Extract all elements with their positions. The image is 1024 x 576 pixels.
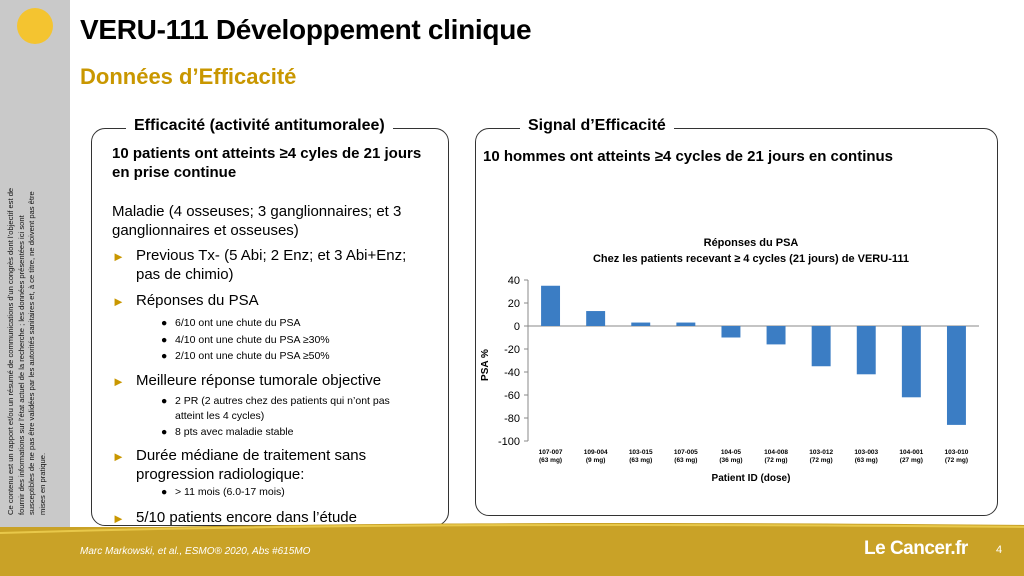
x-tick-label: 107-005 [674,449,698,456]
dot-bullet-icon: ● [161,426,168,438]
y-tick-label: -20 [504,344,520,356]
psa-sub-3: ● 2/10 ont une chute du PSA ≥50% [161,350,330,362]
bullet-orr: Meilleure réponse tumorale objective [136,372,382,389]
y-tick-label: -100 [498,436,520,448]
x-tick-dose-label: (63 mg) [629,457,652,464]
bar [811,326,831,367]
orr-sub-1-cont: atteint les 4 cycles) [175,410,265,422]
x-tick-label: 109-004 [584,449,608,456]
x-tick-label: 103-003 [854,449,878,456]
psa-response-chart: Réponses du PSA Chez les patients receva… [480,237,979,484]
bar [946,326,966,425]
y-tick-label: -60 [504,390,520,402]
bullet-previous-tx-1: Previous Tx- (5 Abi; 2 Enz; et 3 Abi+Enz… [136,247,407,264]
headline-line-2: en prise continue [112,164,237,181]
x-tick-dose-label: (9 mg) [586,457,606,464]
bar [631,322,651,326]
slide-title: VERU-111 Développement clinique [80,14,532,45]
dot-bullet-icon: ● [161,334,168,346]
page-number: 4 [996,544,1003,556]
bullet-psa: Réponses du PSA [136,292,259,309]
x-tick-dose-label: (36 mg) [719,457,742,464]
signal-headline: 10 hommes ont atteints ≥4 cycles de 21 j… [483,148,894,165]
bullet-still-in-study: 5/10 patients encore dans l’étude [136,509,357,526]
bar [766,326,786,345]
y-tick-label: 40 [508,275,520,287]
psa-sub-2: ● 4/10 ont une chute du PSA ≥30% [161,334,330,346]
maladie-line-1: Maladie (4 osseuses; 3 ganglionnaires; e… [112,203,402,220]
x-tick-label: 104-008 [764,449,788,456]
x-tick-dose-label: (63 mg) [674,457,697,464]
arrow-bullet-icon: ► [112,511,125,526]
arrow-bullet-icon: ► [112,449,125,464]
bar [901,326,921,398]
bar [676,322,696,326]
arrow-bullet-icon: ► [112,249,125,264]
bar [541,285,561,326]
lecancer-logo: Le Cancer.fr [864,538,968,559]
slide-subtitle: Données d’Efficacité [80,64,297,89]
signal-box-title: Signal d’Efficacité [520,117,674,135]
x-tick-dose-label: (63 mg) [539,457,562,464]
x-tick-label: 103-012 [809,449,833,456]
yellow-circle-icon [17,8,53,44]
dot-bullet-icon: ● [161,317,168,329]
bullet-pfs-2: progression radiologique: [136,466,305,483]
bullet-previous-tx-2: pas de chimio) [136,266,234,283]
arrow-bullet-icon: ► [112,374,125,389]
dot-bullet-icon: ● [161,486,168,498]
x-tick-label: 104-05 [721,449,742,456]
dot-bullet-icon: ● [161,350,168,362]
x-tick-dose-label: (63 mg) [855,457,878,464]
x-tick-label: 103-010 [945,449,969,456]
footer-wave [0,523,1024,541]
y-tick-label: -40 [504,367,520,379]
x-tick-label: 103-015 [629,449,653,456]
citation: Marc Markowski, et al., ESMO® 2020, Abs … [80,546,311,557]
y-tick-label: 20 [508,298,520,310]
psa-sub-1: ● 6/10 ont une chute du PSA [161,317,301,329]
y-tick-label: -80 [504,413,520,425]
orr-sub-1: ● 2 PR (2 autres chez des patients qui n’… [161,395,390,407]
orr-sub-2: ● 8 pts avec maladie stable [161,426,294,438]
y-tick-label: 0 [514,321,520,333]
maladie-line-2: ganglionnaires et osseuses) [112,222,299,239]
bar [721,326,741,338]
sidebar [0,0,70,527]
x-axis-label: Patient ID (dose) [712,473,791,484]
bar [586,311,606,326]
arrow-bullet-icon: ► [112,294,125,309]
bar [856,326,876,375]
chart-title: Réponses du PSA [704,237,799,249]
x-tick-label: 104-001 [899,449,923,456]
pfs-sub-1: ● > 11 mois (6.0-17 mois) [161,486,285,498]
efficacy-box: Efficacité (activité antitumoralee) 10 p… [91,117,449,526]
y-axis-label: PSA % [480,349,491,381]
headline-line-1: 10 patients ont atteints ≥4 cyles de 21 … [112,145,422,162]
disclaimer-text: Ce contenu est un rapport et/ou un résum… [6,187,47,515]
chart-subtitle: Chez les patients recevant ≥ 4 cycles (2… [593,253,909,265]
x-tick-dose-label: (72 mg) [764,457,787,464]
x-tick-label: 107-007 [539,449,563,456]
x-tick-dose-label: (72 mg) [945,457,968,464]
x-tick-dose-label: (27 mg) [900,457,923,464]
dot-bullet-icon: ● [161,395,168,407]
bullet-pfs-1: Durée médiane de traitement sans [136,447,367,464]
efficacy-box-title: Efficacité (activité antitumoralee) [126,117,393,135]
signal-box: Signal d’Efficacité 10 hommes ont attein… [475,117,998,516]
x-tick-dose-label: (72 mg) [810,457,833,464]
